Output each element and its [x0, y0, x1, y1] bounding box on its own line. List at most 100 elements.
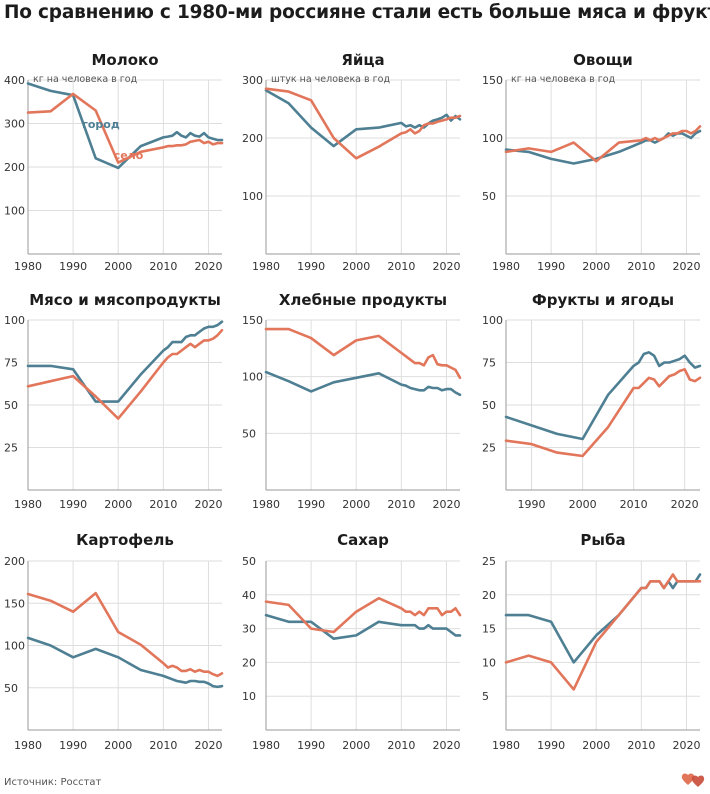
- y-tick-label: 50: [482, 399, 496, 412]
- panel-9: Рыба 1980 1990 2000 2010 2020 5 10 15 20 25: [482, 531, 702, 752]
- panel-3: Овощи 1980 1990 2000 2010 2020 50 100 150 кг на ч…: [482, 51, 702, 273]
- y-tick-label: 20: [242, 656, 256, 669]
- unit-note: кг на человека в год: [511, 74, 616, 85]
- x-tick-label: 1990: [297, 498, 325, 511]
- y-tick-label: 15: [482, 623, 496, 636]
- panel-title: Мясо и мясопродукты: [29, 291, 221, 309]
- panel-title: Молоко: [91, 51, 158, 69]
- y-tick-label: 75: [4, 357, 18, 370]
- series-line-village: [26, 328, 224, 420]
- y-tick-label: 25: [4, 442, 18, 455]
- x-tick-label: 2000: [582, 260, 610, 273]
- x-tick-label: 1990: [59, 260, 87, 273]
- x-tick-label: 1990: [537, 260, 565, 273]
- y-tick-label: 100: [4, 314, 25, 327]
- x-tick-label: 2000: [342, 260, 370, 273]
- y-tick-label: 300: [4, 118, 25, 131]
- y-tick-label: 150: [482, 74, 503, 87]
- series-line-village: [264, 596, 462, 634]
- panel-7: Картофель 1980 1990 2000 2010 2020 50 100 150 200: [4, 531, 224, 752]
- x-tick-label: 1990: [59, 498, 87, 511]
- unit-note: штук на человека в год: [271, 74, 390, 85]
- series-line-village: [504, 573, 702, 691]
- x-tick-label: 1990: [537, 739, 565, 752]
- series-label-city: город: [82, 118, 120, 131]
- series-line-city: [264, 370, 462, 397]
- y-tick-label: 50: [242, 427, 256, 440]
- x-tick-label: 2010: [627, 739, 655, 752]
- y-tick-label: 30: [242, 623, 256, 636]
- series-line-city: [264, 89, 462, 148]
- panel-title: Яйца: [341, 51, 384, 69]
- panel-4: Мясо и мясопродукты 1980 1990 2000 2010 2020 2…: [4, 291, 224, 511]
- x-tick-label: 1980: [492, 739, 520, 752]
- x-tick-label: 1990: [297, 260, 325, 273]
- x-tick-label: 2010: [387, 260, 415, 273]
- series-line-city: [26, 320, 224, 403]
- y-tick-label: 200: [4, 161, 25, 174]
- x-tick-label: 2000: [104, 498, 132, 511]
- x-tick-label: 2020: [432, 739, 460, 752]
- series-line-city: [26, 82, 224, 170]
- x-tick-label: 2010: [149, 498, 177, 511]
- x-tick-label: 2010: [149, 739, 177, 752]
- y-tick-label: 10: [242, 690, 256, 703]
- x-tick-label: 2010: [627, 260, 655, 273]
- series-line-city: [504, 129, 702, 165]
- y-tick-label: 300: [242, 74, 263, 87]
- x-tick-label: 2010: [149, 260, 177, 273]
- series-line-village: [264, 327, 462, 380]
- series-line-village: [26, 92, 224, 164]
- chart-title: По сравнению с 1980-ми россияне стали ес…: [4, 2, 710, 23]
- x-tick-label: 1980: [252, 739, 280, 752]
- x-tick-label: 2010: [387, 498, 415, 511]
- x-tick-label: 2000: [104, 260, 132, 273]
- y-tick-label: 50: [4, 682, 18, 695]
- x-tick-label: 1990: [518, 498, 546, 511]
- x-tick-label: 1990: [59, 739, 87, 752]
- y-tick-label: 150: [242, 314, 263, 327]
- unit-note: кг на человека в год: [33, 74, 138, 85]
- y-tick-label: 50: [242, 555, 256, 568]
- y-tick-label: 100: [242, 190, 263, 203]
- series-line-village: [504, 125, 702, 163]
- y-tick-label: 100: [4, 205, 25, 218]
- y-tick-label: 200: [242, 132, 263, 145]
- x-tick-label: 2000: [104, 739, 132, 752]
- y-tick-label: 400: [4, 74, 25, 87]
- series-line-village: [264, 87, 462, 160]
- y-tick-label: 5: [482, 690, 489, 703]
- y-tick-label: 40: [242, 589, 256, 602]
- y-tick-label: 25: [482, 555, 496, 568]
- x-tick-label: 2020: [672, 260, 700, 273]
- x-tick-label: 1980: [492, 260, 520, 273]
- panel-2: Яйца 1980 1990 2000 2010 2020 100 200 300 штук на…: [242, 51, 462, 273]
- y-tick-label: 25: [482, 442, 496, 455]
- y-tick-label: 100: [4, 640, 25, 653]
- series-line-city: [264, 613, 462, 641]
- panel-5: Хлебные продукты 1980 1990 2000 2010 2020 50 10…: [242, 291, 462, 511]
- x-tick-label: 2020: [432, 498, 460, 511]
- source-note: Источник: Росстат: [4, 777, 102, 788]
- x-tick-label: 1980: [252, 498, 280, 511]
- x-tick-label: 1980: [14, 739, 42, 752]
- panel-1: Молоко 1980 1990 2000 2010 2020 100 200 300 400 кг…: [4, 51, 224, 273]
- y-tick-label: 50: [4, 399, 18, 412]
- x-tick-label: 2010: [387, 739, 415, 752]
- x-tick-label: 1990: [297, 739, 325, 752]
- series-line-city: [504, 350, 702, 441]
- red-heart-logo-icon: [681, 773, 705, 787]
- series-line-village: [504, 367, 702, 458]
- panel-title: Картофель: [76, 531, 174, 549]
- y-tick-label: 200: [4, 555, 25, 568]
- panel-title: Овощи: [573, 51, 633, 69]
- x-tick-label: 1980: [14, 498, 42, 511]
- x-tick-label: 2020: [194, 498, 222, 511]
- x-tick-label: 2010: [620, 498, 648, 511]
- x-tick-label: 1980: [252, 260, 280, 273]
- series-line-city: [504, 573, 702, 664]
- series-line-village: [26, 591, 224, 678]
- y-tick-label: 100: [482, 132, 503, 145]
- x-tick-label: 2020: [672, 739, 700, 752]
